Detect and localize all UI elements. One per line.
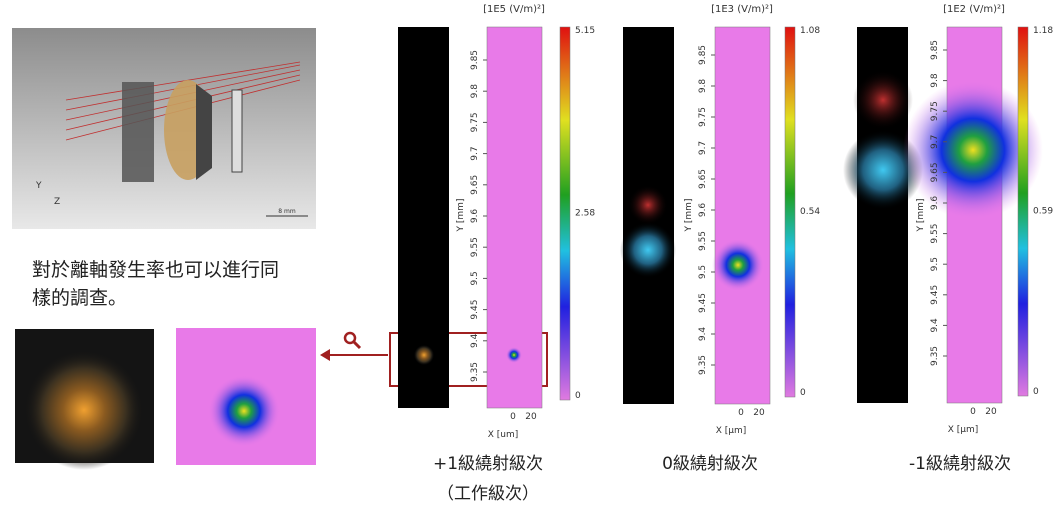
x-tick-label: 20 <box>525 412 537 422</box>
colorbar <box>784 26 796 398</box>
colorbar-unit: [1E3 (V/m)²] <box>711 4 773 15</box>
y-tick-label: 9.35 <box>698 355 708 375</box>
y-tick-label: 9.85 <box>698 45 708 65</box>
axis-label: Y <box>35 181 42 191</box>
y-tick-label: 9.85 <box>470 50 480 70</box>
x-axis-label: X [um] <box>488 430 519 440</box>
colorbar <box>1017 26 1029 397</box>
y-tick-label: 9.7 <box>698 141 708 155</box>
y-tick-label: 9.5 <box>698 265 708 279</box>
panel-caption: -1級繞射級次 <box>909 454 1011 474</box>
y-tick-label: 9.6 <box>470 209 480 224</box>
y-tick-label: 9.5 <box>930 257 940 271</box>
y-tick-label: 9.6 <box>698 203 708 218</box>
caption: 對於離軸發生率也可以進行同樣的調查。 <box>32 259 280 309</box>
y-tick-label: 9.5 <box>470 271 480 285</box>
scale-label: 8 mm <box>278 208 296 215</box>
lens <box>196 84 212 180</box>
lens-view <box>12 28 316 229</box>
y-tick-label: 9.4 <box>470 333 480 348</box>
y-tick-label: 9.55 <box>470 237 480 257</box>
y-tick-label: 9.6 <box>930 196 940 211</box>
y-tick-label: 9.65 <box>470 175 480 195</box>
field-pattern <box>414 345 434 365</box>
y-tick-label: 9.8 <box>470 84 480 99</box>
magnifier-icon <box>352 340 362 350</box>
intensity-strip <box>398 27 449 408</box>
colorbar-tick-label: 2.58 <box>575 209 595 219</box>
y-axis-label: Y [mm] <box>456 199 466 233</box>
y-tick-label: 9.65 <box>698 169 708 189</box>
grating <box>231 89 243 173</box>
y-tick-label: 9.4 <box>930 318 940 333</box>
colorbar-tick-label: 0.59 <box>1033 207 1053 217</box>
glow <box>24 350 144 470</box>
field-pattern <box>853 70 913 130</box>
y-tick-label: 9.7 <box>470 146 480 160</box>
y-tick-label: 9.8 <box>698 79 708 94</box>
field-plot <box>486 26 543 409</box>
y-tick-label: 9.75 <box>470 112 480 132</box>
field-plot <box>714 26 771 405</box>
field-pattern <box>506 347 522 363</box>
y-tick-label: 9.35 <box>470 362 480 382</box>
colorbar-unit: [1E5 (V/m)²] <box>483 4 545 15</box>
y-axis-label: Y [mm] <box>916 199 926 233</box>
colorbar-tick-label: 0 <box>1033 387 1039 397</box>
y-tick-label: 9.8 <box>930 73 940 88</box>
panel-subcaption: （工作級次） <box>437 484 539 504</box>
panel-caption: 0級繞射級次 <box>662 454 758 474</box>
x-tick-label: 20 <box>985 407 997 417</box>
colorbar-tick-label: 0 <box>575 391 581 401</box>
x-axis-label: X [µm] <box>716 426 747 436</box>
y-tick-label: 9.4 <box>698 327 708 342</box>
y-tick-label: 9.55 <box>698 231 708 251</box>
field-pattern <box>620 222 676 278</box>
y-tick-label: 9.7 <box>930 135 940 149</box>
spot <box>208 375 280 447</box>
y-tick-label: 9.35 <box>930 346 940 366</box>
colorbar-tick-label: 5.15 <box>575 26 595 36</box>
panel-caption: +1級繞射級次 <box>433 454 543 474</box>
y-tick-label: 9.75 <box>698 107 708 127</box>
x-tick-label: 0 <box>738 408 744 418</box>
colorbar-unit: [1E2 (V/m)²] <box>943 4 1005 15</box>
x-tick-label: 0 <box>970 407 976 417</box>
field-pattern <box>712 239 764 291</box>
y-tick-label: 9.55 <box>930 224 940 244</box>
arrow-head <box>320 349 330 361</box>
field-pattern <box>903 80 1043 220</box>
y-tick-label: 9.85 <box>930 40 940 60</box>
x-tick-label: 0 <box>510 412 516 422</box>
x-axis-label: X [µm] <box>948 425 979 435</box>
colorbar-tick-label: 1.18 <box>1033 26 1053 36</box>
y-tick-label: 9.65 <box>930 162 940 182</box>
axis-label: Z <box>54 197 60 207</box>
y-tick-label: 9.45 <box>930 285 940 305</box>
x-tick-label: 20 <box>753 408 765 418</box>
y-tick-label: 9.45 <box>698 293 708 313</box>
field-pattern <box>628 185 668 225</box>
highlight-box <box>389 332 548 387</box>
y-axis-label: Y [mm] <box>684 199 694 233</box>
colorbar-tick-label: 0 <box>800 388 806 398</box>
colorbar-tick-label: 0.54 <box>800 207 820 217</box>
lens <box>122 82 154 182</box>
colorbar-tick-label: 1.08 <box>800 26 820 36</box>
magnifier-icon <box>343 331 357 345</box>
y-tick-label: 9.45 <box>470 300 480 320</box>
y-tick-label: 9.75 <box>930 101 940 121</box>
colorbar <box>559 26 571 401</box>
